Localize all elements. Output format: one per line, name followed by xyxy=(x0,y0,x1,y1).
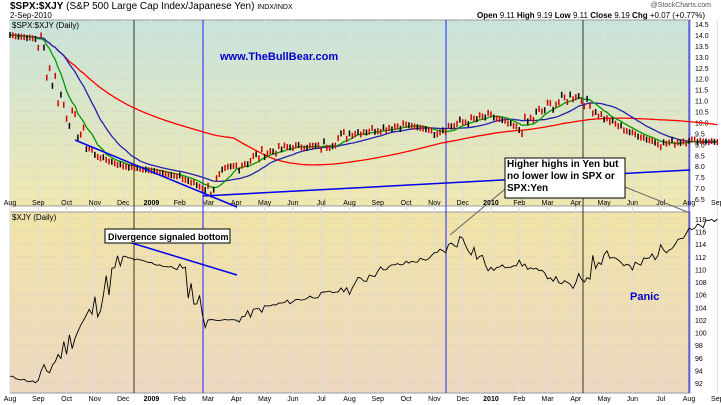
ma-50-line xyxy=(9,34,718,183)
y-tick-label: 98 xyxy=(695,343,703,350)
x-tick-label: Feb xyxy=(513,200,525,207)
x-tick-label: Apr xyxy=(570,200,582,207)
panel1-title: $SPX:$XJY (Daily) xyxy=(12,21,79,30)
x-tick-label: Mar xyxy=(202,396,215,403)
x-tick-label: Oct xyxy=(61,200,72,207)
y-tick-label: 110 xyxy=(695,267,706,274)
x-tick-label: Sep xyxy=(372,200,385,207)
panel2-title: $XJY (Daily) xyxy=(12,213,57,222)
y-tick-label: 108 xyxy=(695,280,707,287)
x-tick-label: Jun xyxy=(627,200,638,207)
y-tick-label: 116 xyxy=(695,230,706,237)
x-tick-label: Jun xyxy=(627,396,638,403)
x-tick-label: Apr xyxy=(570,396,582,403)
x-tick-label: Sep xyxy=(32,396,45,403)
x-tick-label: Nov xyxy=(428,396,441,403)
x-tick-label: Sep xyxy=(711,200,721,207)
x-tick-label: Nov xyxy=(428,200,441,207)
x-tick-label: Aug xyxy=(683,396,696,403)
y-tick-label: 118 xyxy=(695,217,706,224)
x-tick-label: Oct xyxy=(61,396,72,403)
y-tick-label: 11.0 xyxy=(695,99,708,106)
y-tick-label: 102 xyxy=(695,318,707,325)
x-tick-label: Sep xyxy=(711,396,721,403)
x-tick-label: Jul xyxy=(656,200,665,207)
x-tick-label: Nov xyxy=(89,396,102,403)
x-tick-label: Feb xyxy=(513,396,525,403)
x-tick-label: Oct xyxy=(401,200,412,207)
x-tick-label: Oct xyxy=(401,396,412,403)
y-tick-label: 7.5 xyxy=(695,175,705,182)
copyright: @StockCharts.com xyxy=(650,2,711,9)
x-tick-label: Jul xyxy=(317,200,326,207)
x-tick-label: 2009 xyxy=(144,396,160,403)
yen-callout-text: Higher highs in Yen but no lower low in … xyxy=(507,159,619,194)
x-tick-label: Dec xyxy=(117,396,130,403)
y-tick-label: 114 xyxy=(695,242,706,249)
y-tick-label: 10.5 xyxy=(695,110,709,117)
y-tick-label: 7.0 xyxy=(695,186,705,193)
x-tick-label: Feb xyxy=(174,200,186,207)
y-tick-label: 10.0 xyxy=(695,120,709,127)
x-tick-label: May xyxy=(598,200,612,207)
x-tick-label: 2010 xyxy=(483,396,499,403)
divergence-callout xyxy=(104,228,231,244)
quote-bar: Open 9.11 High 9.19 Low 9.11 Close 9.19 … xyxy=(477,11,705,20)
x-tick-label: Apr xyxy=(231,396,243,403)
y-tick-label: 92 xyxy=(695,381,703,388)
y-tick-label: 13.5 xyxy=(695,44,709,51)
x-tick-label: Jul xyxy=(317,396,326,403)
yen-callout-box xyxy=(504,157,626,199)
x-tick-label: Sep xyxy=(372,396,385,403)
watermark-url: www.TheBullBear.com xyxy=(219,51,338,63)
x-tick-label: Apr xyxy=(231,200,243,207)
x-tick-label: Nov xyxy=(89,200,102,207)
x-tick-label: 2010 xyxy=(483,200,499,207)
x-tick-label: Aug xyxy=(343,396,356,403)
chart-date: 2-Sep-2010 xyxy=(10,11,52,20)
y-tick-label: 14.5 xyxy=(695,22,709,29)
y-tick-label: 94 xyxy=(695,368,703,375)
y-tick-label: 106 xyxy=(695,293,707,300)
ma-200-line xyxy=(9,34,718,166)
x-tick-label: Dec xyxy=(456,396,469,403)
y-tick-label: 8.0 xyxy=(695,164,705,171)
x-tick-label: Feb xyxy=(174,396,186,403)
chart-header: $SPX:$XJY (S&P 500 Large Cap Index/Japan… xyxy=(10,1,293,12)
y-tick-label: 12.5 xyxy=(695,66,709,73)
x-tick-label: May xyxy=(258,396,272,403)
x-tick-label: Mar xyxy=(542,396,555,403)
y-tick-label: 6.5 xyxy=(695,197,705,204)
y-tick-label: 112 xyxy=(695,255,706,262)
x-tick-label: Dec xyxy=(456,200,469,207)
x-tick-label: May xyxy=(598,396,612,403)
x-tick-label: 2009 xyxy=(144,200,160,207)
y-tick-label: 9.0 xyxy=(695,142,705,149)
x-tick-label: Jul xyxy=(656,396,665,403)
x-tick-label: Aug xyxy=(4,396,17,403)
y-tick-label: 8.5 xyxy=(695,153,705,160)
xjy-line xyxy=(10,218,718,384)
x-tick-label: Mar xyxy=(202,200,215,207)
y-tick-label: 11.5 xyxy=(695,88,708,95)
y-tick-label: 14.0 xyxy=(695,33,709,40)
panic-label: Panic xyxy=(630,291,659,303)
y-tick-label: 13.0 xyxy=(695,55,709,62)
divergence-label: Divergence signaled bottom xyxy=(108,232,229,242)
x-tick-label: May xyxy=(258,200,272,207)
x-tick-label: Dec xyxy=(117,200,130,207)
y-tick-label: 96 xyxy=(695,356,703,363)
y-tick-label: 104 xyxy=(695,305,707,312)
y-tick-label: 12.0 xyxy=(695,77,709,84)
x-tick-label: Sep xyxy=(32,200,45,207)
y-tick-label: 9.5 xyxy=(695,131,705,138)
x-tick-label: Aug xyxy=(4,200,17,207)
x-tick-label: Jun xyxy=(287,200,298,207)
x-tick-label: Aug xyxy=(343,200,356,207)
y-tick-label: 100 xyxy=(695,331,707,338)
x-tick-label: Mar xyxy=(542,200,555,207)
x-tick-label: Jun xyxy=(287,396,298,403)
